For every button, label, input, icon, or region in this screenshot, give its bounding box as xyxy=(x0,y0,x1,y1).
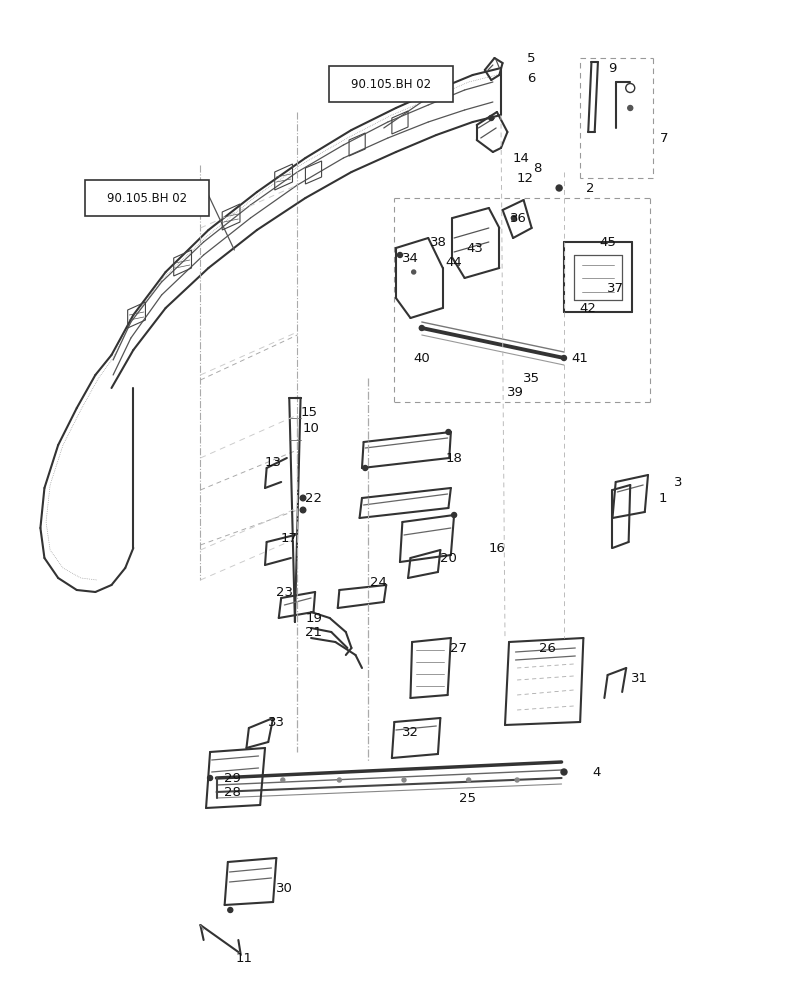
Circle shape xyxy=(281,778,284,782)
Text: 11: 11 xyxy=(235,952,253,964)
Circle shape xyxy=(402,778,406,782)
Text: 23: 23 xyxy=(276,585,293,598)
Text: 13: 13 xyxy=(264,456,282,468)
Text: 28: 28 xyxy=(225,786,241,798)
Text: 26: 26 xyxy=(540,642,556,654)
Circle shape xyxy=(228,908,233,912)
Text: 4: 4 xyxy=(592,766,600,778)
Text: 19: 19 xyxy=(305,611,322,624)
Text: 1: 1 xyxy=(659,491,667,504)
Text: 3: 3 xyxy=(675,476,683,488)
Text: 30: 30 xyxy=(276,882,292,894)
Text: 31: 31 xyxy=(631,672,649,684)
Text: 37: 37 xyxy=(607,282,625,294)
Text: 90.105.BH 02: 90.105.BH 02 xyxy=(107,192,187,205)
Circle shape xyxy=(412,270,415,274)
Text: 9: 9 xyxy=(608,62,617,75)
Text: 10: 10 xyxy=(303,422,319,434)
Text: 16: 16 xyxy=(489,542,505,554)
Text: 21: 21 xyxy=(305,626,322,639)
Circle shape xyxy=(628,105,633,110)
Text: 29: 29 xyxy=(225,772,241,784)
Text: 18: 18 xyxy=(446,452,462,464)
Circle shape xyxy=(452,512,457,518)
Text: 41: 41 xyxy=(572,352,588,364)
Text: 90.105.BH 02: 90.105.BH 02 xyxy=(351,78,431,91)
Text: 25: 25 xyxy=(458,792,476,804)
Text: 17: 17 xyxy=(280,532,298,544)
Circle shape xyxy=(301,507,305,513)
Text: 6: 6 xyxy=(527,72,535,85)
Text: 44: 44 xyxy=(446,255,462,268)
Text: 7: 7 xyxy=(660,131,668,144)
Circle shape xyxy=(516,778,519,782)
Text: 39: 39 xyxy=(507,385,524,398)
Text: 45: 45 xyxy=(600,235,616,248)
Text: 32: 32 xyxy=(402,726,419,738)
Text: 42: 42 xyxy=(580,302,596,314)
Circle shape xyxy=(556,185,562,191)
Text: 27: 27 xyxy=(450,642,468,654)
Text: 2: 2 xyxy=(586,182,594,194)
Circle shape xyxy=(562,356,566,360)
Circle shape xyxy=(511,216,516,221)
Circle shape xyxy=(398,252,402,257)
Circle shape xyxy=(301,495,305,501)
Text: 36: 36 xyxy=(511,212,527,225)
Circle shape xyxy=(561,769,567,775)
Circle shape xyxy=(419,326,424,330)
Text: 5: 5 xyxy=(527,51,535,64)
Text: 24: 24 xyxy=(370,576,386,588)
Circle shape xyxy=(489,115,494,120)
Text: 33: 33 xyxy=(267,716,285,728)
Circle shape xyxy=(467,778,470,782)
Text: 14: 14 xyxy=(513,151,529,164)
Circle shape xyxy=(338,778,341,782)
FancyBboxPatch shape xyxy=(86,180,208,216)
Circle shape xyxy=(208,776,213,780)
Text: 34: 34 xyxy=(402,251,419,264)
Text: 20: 20 xyxy=(440,552,457,564)
Circle shape xyxy=(363,466,368,471)
Text: 8: 8 xyxy=(533,161,541,174)
Text: 22: 22 xyxy=(305,491,322,504)
Text: 35: 35 xyxy=(523,371,541,384)
Text: 38: 38 xyxy=(430,235,446,248)
Circle shape xyxy=(446,430,451,434)
Text: 15: 15 xyxy=(300,406,318,418)
Text: 12: 12 xyxy=(516,172,534,184)
Text: 43: 43 xyxy=(467,241,483,254)
FancyBboxPatch shape xyxy=(330,66,452,102)
Text: 40: 40 xyxy=(414,352,430,364)
